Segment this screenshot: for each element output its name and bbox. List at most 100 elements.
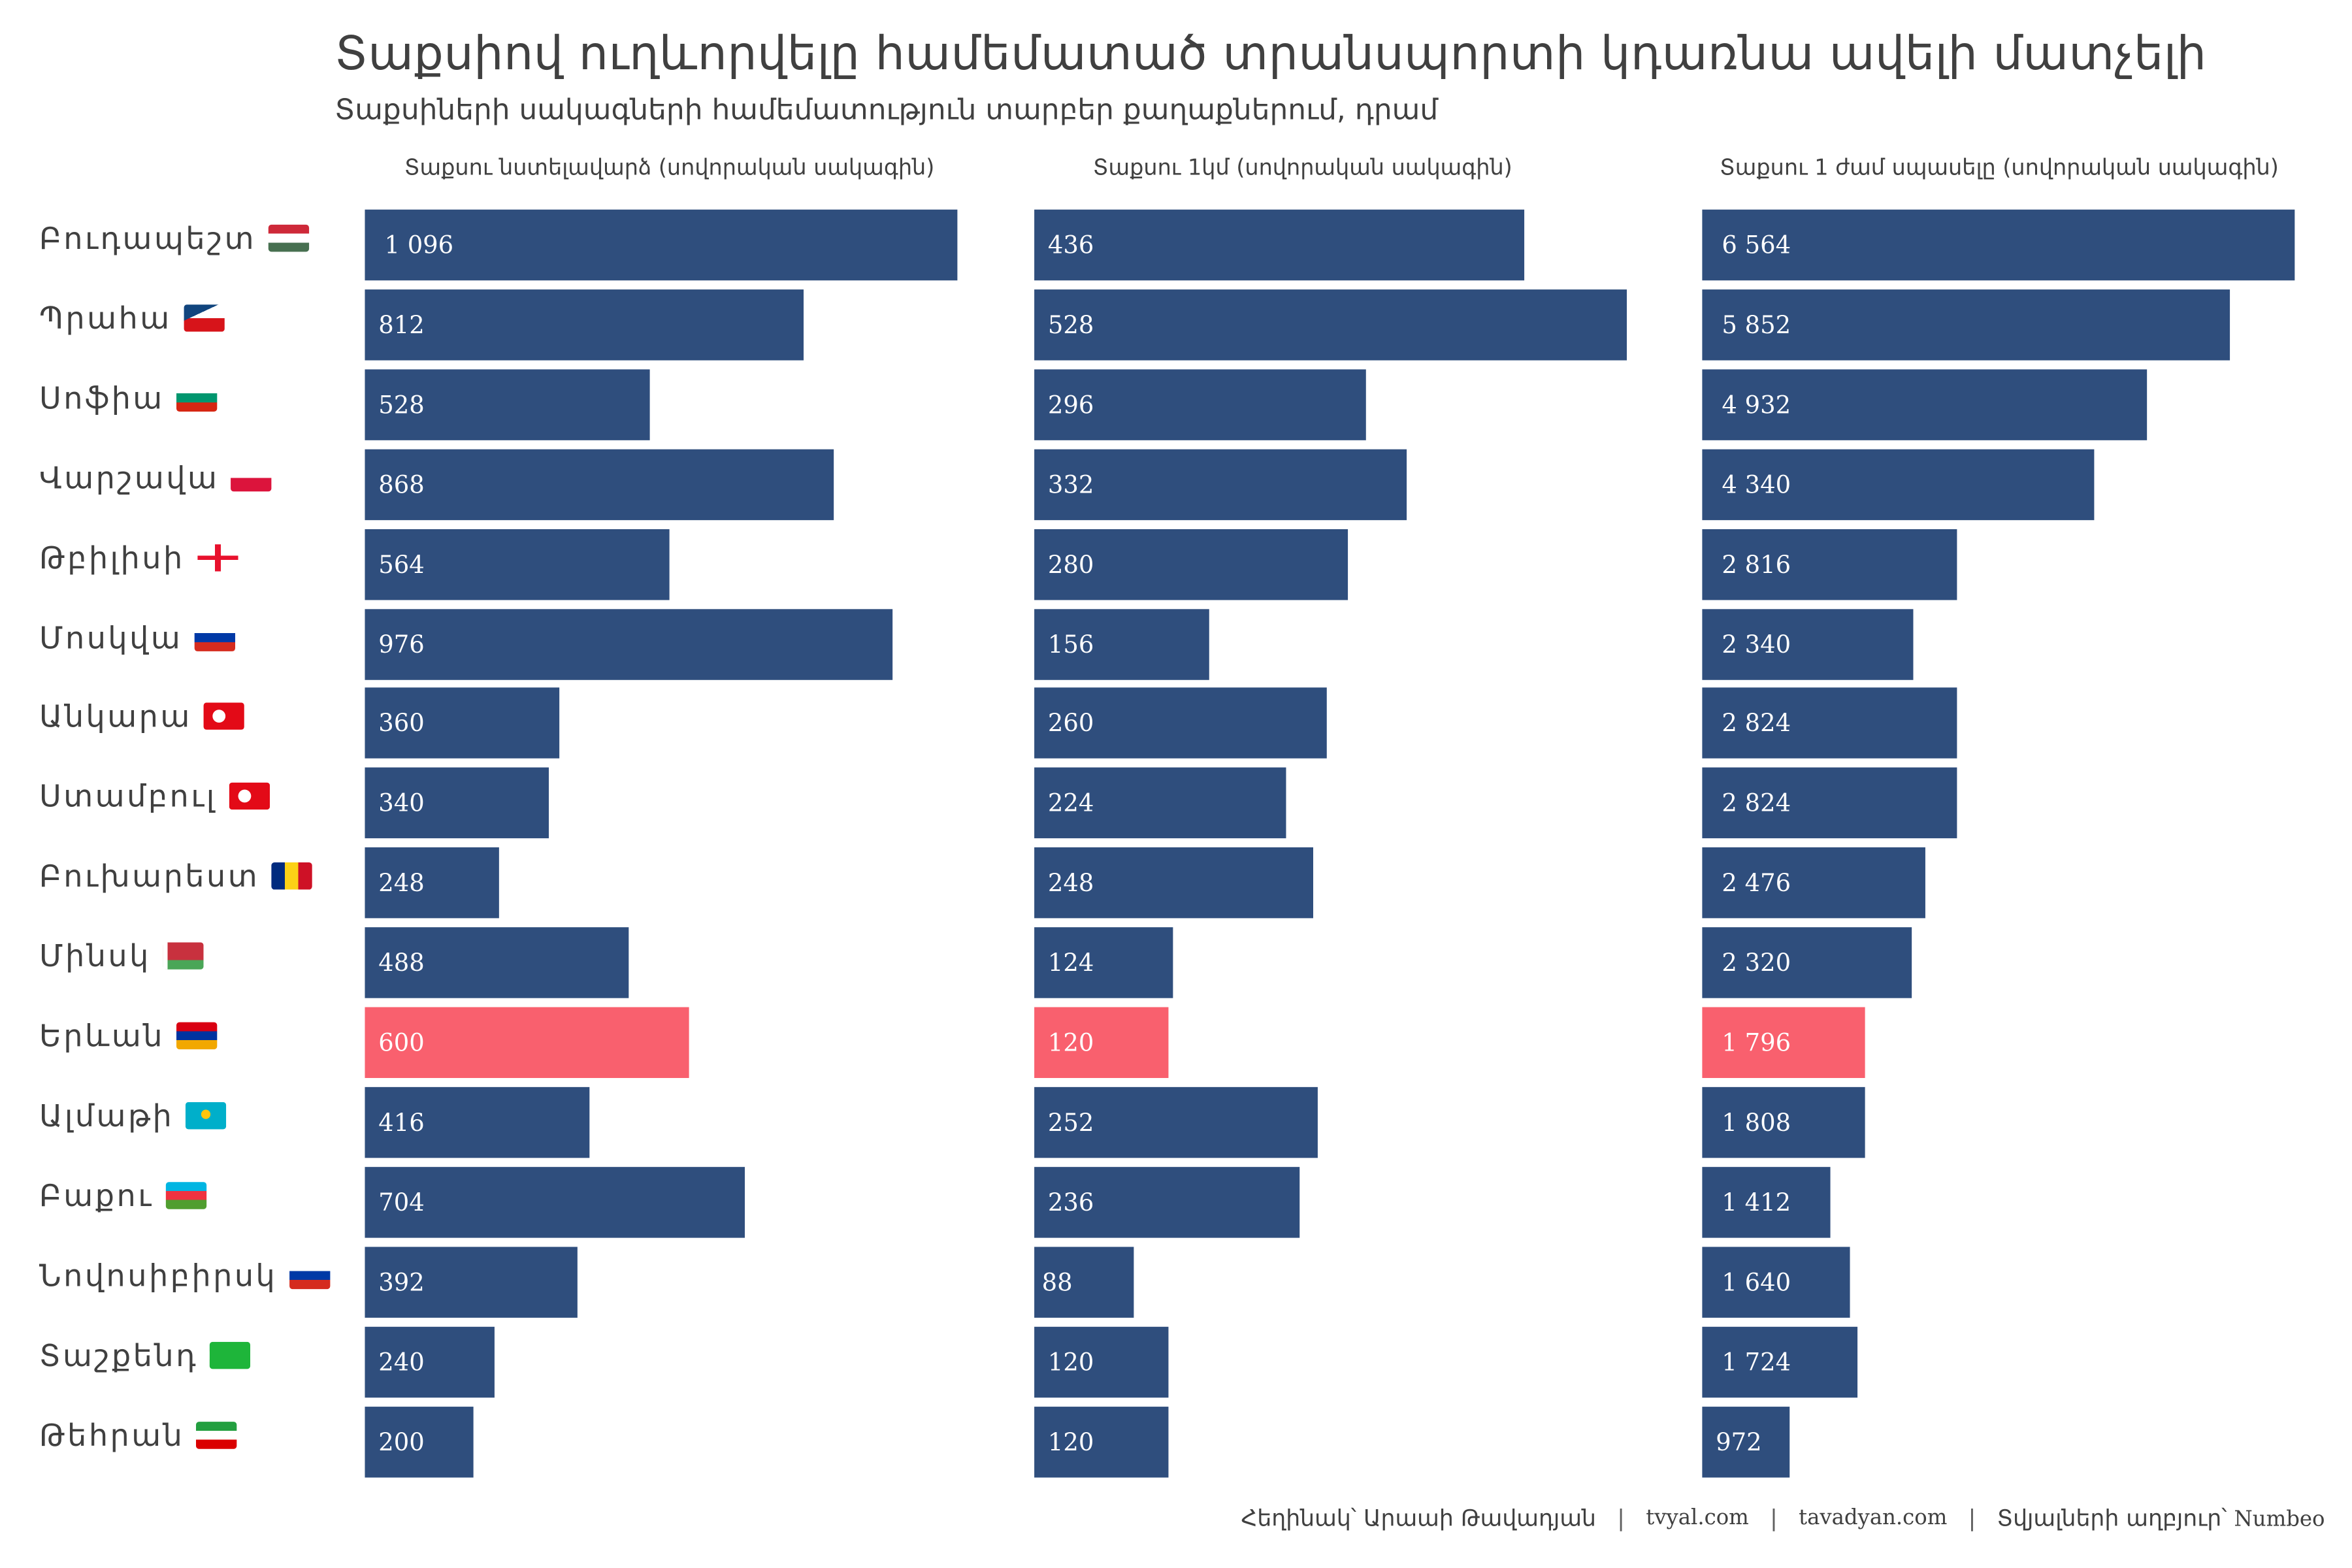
flag-tr-icon: [229, 783, 270, 810]
bar: [1034, 688, 1326, 759]
bar-value-label: 1 096: [384, 231, 454, 259]
bar-value-label: 2 340: [1722, 629, 1791, 659]
city-label: Ստամբուլ: [39, 778, 270, 815]
bar: [365, 1326, 495, 1397]
bar-value-label: 416: [378, 1107, 425, 1137]
footer: Հեղինակ՝ Արաաի Թավադյան | tvyal.com | ta…: [1241, 1505, 2325, 1532]
city-name: Անկարա: [39, 698, 192, 735]
bar: [1034, 927, 1174, 998]
bar-value-label: 360: [378, 709, 425, 738]
footer-site-tavadyan[interactable]: tavadyan.com: [1799, 1506, 1948, 1531]
bar-value-label: 248: [1047, 868, 1094, 898]
bar-value-label: 1 808: [1722, 1107, 1791, 1137]
bar-value-label: 488: [378, 948, 425, 977]
bar: [1034, 1405, 1169, 1477]
bar-value-label: 224: [1047, 789, 1094, 818]
bar: [1702, 927, 1912, 998]
bar: [1034, 608, 1210, 679]
bar-value-label: 120: [1047, 1427, 1094, 1456]
bar: [365, 1166, 746, 1238]
bar: [365, 1246, 577, 1318]
bar: [1702, 368, 2148, 440]
bar-value-label: 1 796: [1722, 1028, 1791, 1057]
city-name: Թբիլիսի: [39, 539, 185, 576]
city-label: Մոսկվա: [39, 619, 236, 655]
flag-ru-icon: [289, 1261, 331, 1289]
bar-value-label: 600: [378, 1028, 425, 1057]
bar-value-label: 704: [378, 1187, 425, 1217]
flag-uz-icon: [210, 1341, 252, 1369]
flag-ru-icon: [194, 623, 236, 651]
flag-bg-icon: [176, 384, 218, 412]
footer-separator: |: [1968, 1505, 1976, 1532]
bar-value-label: 972: [1716, 1427, 1762, 1456]
bar-value-label: 88: [1041, 1267, 1073, 1296]
panel-title-per-km: Տաքսու 1կմ (սովորական սակագին): [1092, 157, 1512, 181]
chart-subtitle: Տաքսիների սակագների համեմատություն տարբե…: [335, 93, 1439, 127]
city-label: Նովոսիբիրսկ: [39, 1256, 331, 1294]
bar-value-label: 1 724: [1722, 1347, 1791, 1376]
bar-value-label: 124: [1047, 948, 1094, 977]
bar-value-label: 4 932: [1722, 390, 1791, 419]
panel-title-waiting: Տաքսու 1 ժամ սպասելը (սովորական սակագին): [1720, 157, 2279, 181]
bar: [1702, 1246, 1850, 1318]
bar-value-label: 1 412: [1722, 1187, 1791, 1217]
flag-kz-icon: [186, 1102, 227, 1130]
footer-site-tvyal[interactable]: tvyal.com: [1646, 1506, 1749, 1531]
city-name: Նովոսիբիրսկ: [39, 1256, 278, 1294]
bar-value-label: 280: [1047, 549, 1094, 579]
city-name: Պրահա: [39, 299, 172, 336]
bar: [1034, 368, 1367, 440]
bar: [1034, 1086, 1317, 1158]
bar: [1702, 1405, 1790, 1477]
city-name: Ստամբուլ: [39, 778, 217, 815]
bar: [1034, 289, 1627, 361]
bar-value-label: 296: [1047, 390, 1094, 419]
city-name: Բաքու: [39, 1177, 154, 1214]
bar-value-label: 200: [378, 1427, 425, 1456]
bar: [365, 688, 560, 759]
bar-value-label: 436: [1047, 231, 1094, 259]
bar-value-label: 332: [1047, 470, 1094, 499]
city-label: Պրահա: [39, 299, 225, 336]
city-label: Մինսկ: [39, 938, 204, 974]
bar: [365, 368, 651, 440]
bar: [1702, 608, 1914, 679]
footer-author: Հեղինակ՝ Արաաի Թավադյան: [1241, 1505, 1596, 1532]
bar-value-label: 2 816: [1722, 549, 1791, 579]
bar-value-label: 340: [378, 789, 425, 818]
flag-am-icon: [176, 1022, 218, 1050]
city-label: Բուխարեստ: [39, 858, 312, 894]
city-label: Անկարա: [39, 698, 245, 735]
city-name: Մոսկվա: [39, 619, 183, 655]
bar: [1702, 529, 1957, 600]
city-name: Ալմաթի: [39, 1097, 174, 1134]
bar-value-label: 260: [1047, 709, 1094, 738]
bar-value-label: 868: [378, 470, 425, 499]
bar: [365, 209, 958, 281]
bar: [1034, 209, 1524, 281]
bar-value-label: 248: [378, 868, 425, 898]
flag-pl-icon: [231, 464, 272, 491]
bar-value-label: 252: [1047, 1107, 1094, 1137]
city-name: Բուդապեշտ: [39, 220, 256, 257]
bar: [1034, 847, 1313, 919]
flag-by-icon: [163, 942, 204, 970]
bar-value-label: 5 852: [1722, 310, 1791, 339]
bar-value-label: 6 564: [1722, 231, 1791, 259]
city-label: Վարշավա: [39, 459, 272, 496]
bar-value-label: 528: [378, 390, 425, 419]
city-name: Երևան: [39, 1017, 165, 1054]
bar: [1702, 847, 1926, 919]
flag-ro-icon: [271, 862, 312, 890]
bar: [1034, 1326, 1169, 1397]
bar: [365, 608, 893, 679]
bar: [1702, 768, 1957, 839]
chart-title: Տաքսիով ուղևորվելը համեմատած տրանսպորտի …: [335, 27, 2207, 82]
bar-value-label: 528: [1047, 310, 1094, 339]
bar: [1034, 768, 1286, 839]
flag-az-icon: [165, 1181, 206, 1209]
bar: [365, 768, 549, 839]
bar: [1702, 1007, 1865, 1079]
city-label: Ալմաթի: [39, 1098, 227, 1134]
